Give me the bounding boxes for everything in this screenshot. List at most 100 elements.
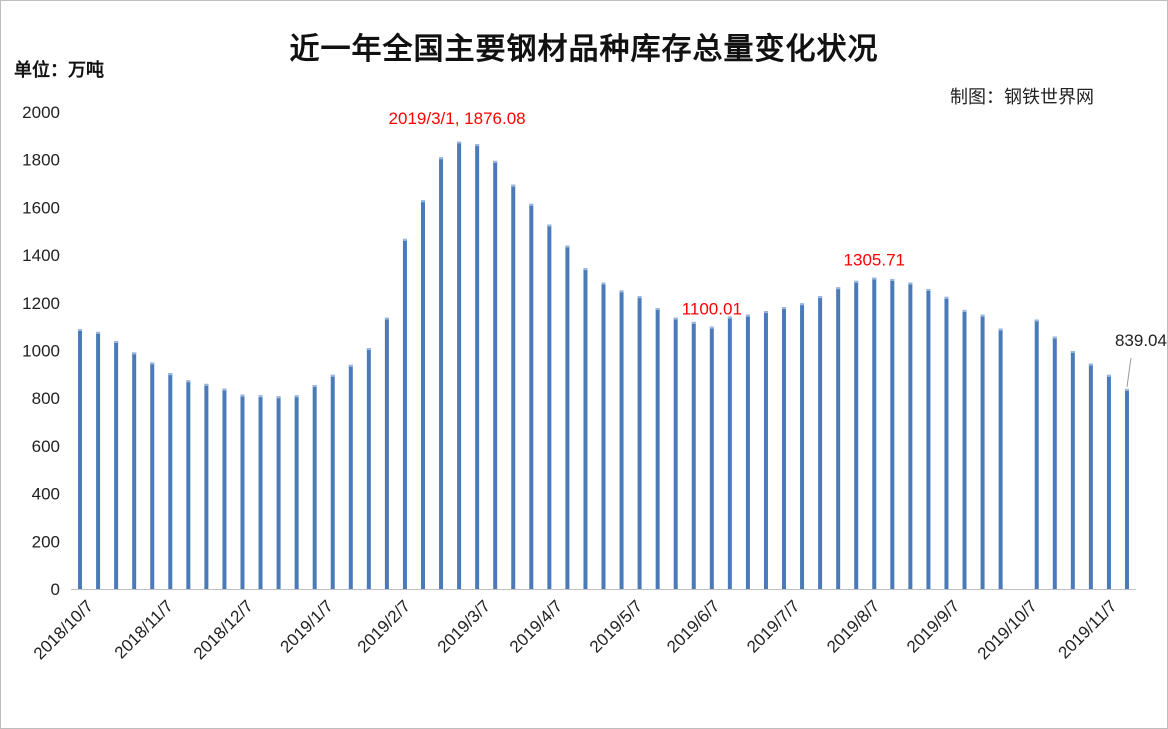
bar <box>186 380 191 589</box>
x-tick-label: 2019/8/7 <box>823 596 883 656</box>
bar <box>150 362 155 589</box>
y-tick-label: 200 <box>32 532 60 551</box>
bar-cap <box>782 307 787 310</box>
y-tick-label: 800 <box>32 389 60 408</box>
bar-cap <box>655 308 660 311</box>
bar-series <box>78 141 1129 589</box>
bar-cap <box>583 268 588 271</box>
bar <box>619 290 624 589</box>
bar-cap <box>854 280 859 283</box>
y-tick-label: 1200 <box>22 294 60 313</box>
data-label: 2019/3/1, 1876.08 <box>389 109 526 128</box>
x-tick-label: 2019/1/7 <box>277 596 337 656</box>
y-tick-label: 400 <box>32 485 60 504</box>
bar <box>673 317 678 589</box>
bar <box>312 385 317 589</box>
bar-cap <box>402 238 407 241</box>
bar-cap <box>384 317 389 320</box>
bar-cap <box>836 287 841 290</box>
y-tick-label: 600 <box>32 437 60 456</box>
bar <box>366 348 371 589</box>
bar-cap <box>1106 374 1111 377</box>
bar-cap <box>511 184 516 187</box>
bar-cap <box>637 296 642 299</box>
x-tick-label: 2019/5/7 <box>586 596 646 656</box>
x-tick-label: 2018/11/7 <box>111 596 177 662</box>
unit-label: 单位：万吨 <box>14 60 104 81</box>
y-tick-label: 2000 <box>22 103 60 122</box>
bar <box>1088 363 1093 589</box>
bar <box>348 364 353 589</box>
data-label: 839.04 <box>1115 331 1167 350</box>
bar <box>439 157 444 589</box>
bar-cap <box>78 329 83 332</box>
y-tick-label: 1000 <box>22 342 60 361</box>
bar <box>457 141 462 589</box>
bar-cap <box>745 314 750 317</box>
bar-cap <box>1088 363 1093 366</box>
y-tick-label: 0 <box>51 580 60 599</box>
bar-cap <box>1124 388 1129 391</box>
bar <box>240 394 245 589</box>
bar <box>114 340 119 589</box>
bar <box>276 396 281 589</box>
x-tick-label: 2019/7/7 <box>743 596 803 656</box>
data-label: 1100.01 <box>682 300 742 319</box>
x-tick-label: 2018/10/7 <box>30 596 97 663</box>
bar-cap <box>294 395 299 398</box>
bar-cap <box>204 383 209 386</box>
bar-cap <box>439 157 444 160</box>
bar-cap <box>872 277 877 280</box>
chart-title: 近一年全国主要钢材品种库存总量变化状况 <box>289 32 879 67</box>
bar-cap <box>763 311 768 314</box>
bar <box>565 245 570 589</box>
annotation-leader-line <box>1126 357 1132 387</box>
bar-cap <box>114 340 119 343</box>
bar <box>908 282 913 589</box>
bar-cap <box>998 328 1003 331</box>
bar <box>818 296 823 589</box>
bar-cap <box>619 290 624 293</box>
x-tick-label: 2019/4/7 <box>506 596 566 656</box>
bar <box>583 268 588 589</box>
bar-cap <box>1070 350 1075 353</box>
bar-cap <box>818 296 823 299</box>
bar-cap <box>276 396 281 399</box>
bar <box>384 317 389 589</box>
bar <box>529 203 534 589</box>
bar-cap <box>1052 336 1057 339</box>
bar-cap <box>312 385 317 388</box>
bar <box>800 303 805 589</box>
y-axis: 0 200 400 600 800 1000 1200 1400 1600 1800 2000 <box>22 103 60 599</box>
bar-cap <box>168 373 173 376</box>
bar <box>330 374 335 589</box>
bar-cap <box>1034 319 1039 322</box>
bar <box>854 280 859 589</box>
bar-cap <box>186 380 191 383</box>
bar-cap <box>330 374 335 377</box>
bar-cap <box>673 317 678 320</box>
bar <box>402 238 407 589</box>
bar <box>962 309 967 589</box>
bar <box>78 329 83 589</box>
bar-cap <box>908 282 913 285</box>
bar <box>655 308 660 589</box>
bar-cap <box>366 348 371 351</box>
bar <box>96 331 101 589</box>
bar <box>222 388 227 589</box>
bar <box>872 277 877 589</box>
x-tick-label: 2019/9/7 <box>903 596 963 656</box>
bar <box>998 328 1003 589</box>
bar-cap <box>691 321 696 324</box>
bar <box>601 282 606 589</box>
bar-cap <box>420 200 425 203</box>
bar <box>890 278 895 589</box>
bar-cap <box>348 364 353 367</box>
bar-cap <box>926 288 931 291</box>
bar-cap <box>727 316 732 319</box>
bar <box>691 321 696 589</box>
data-annotations: 2019/3/1, 1876.08 1100.01 1305.71 839.04 <box>389 109 1167 387</box>
y-tick-label: 1400 <box>22 246 60 265</box>
x-tick-label: 2019/2/7 <box>354 596 414 656</box>
bar-cap <box>258 395 263 398</box>
